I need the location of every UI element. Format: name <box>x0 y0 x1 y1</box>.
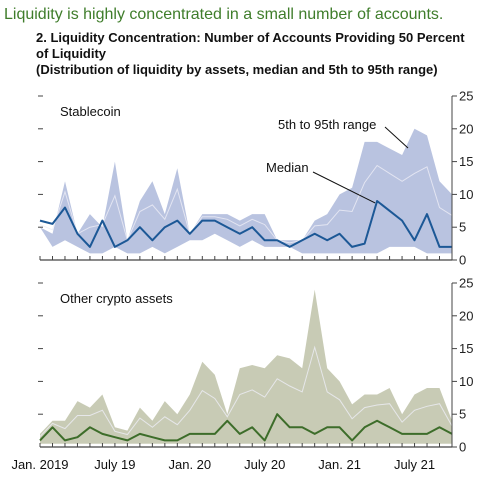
figure-title: 2. Liquidity Concentration: Number of Ac… <box>36 30 465 78</box>
annotation-range-label: 5th to 95th range <box>278 117 376 132</box>
stablecoin-y-tick-label: 0 <box>459 253 466 268</box>
other-crypto-y-tick-label: 5 <box>459 407 466 422</box>
other-crypto-range-band <box>40 289 452 444</box>
other-crypto-y-tick-label: 25 <box>459 276 473 291</box>
other-crypto-median-line <box>39 413 453 442</box>
x-tick-label: July 19 <box>94 457 135 472</box>
other-crypto-panel-title: Other crypto assets <box>60 291 173 306</box>
x-tick-label: Jan. 21 <box>318 457 361 472</box>
figure-title-line2: of Liquidity <box>36 46 107 61</box>
x-tick-label: July 20 <box>244 457 285 472</box>
other-crypto-y-tick-label: 15 <box>459 341 473 356</box>
stablecoin-y-tick-label: 5 <box>459 220 466 235</box>
stablecoin-band-inner-line <box>39 164 453 244</box>
stablecoin-y-tick-label: 15 <box>459 154 473 169</box>
other-crypto-y-tick-label: 20 <box>459 308 473 323</box>
headline: Liquidity is highly concentrated in a sm… <box>4 6 444 23</box>
x-tick-label: July 21 <box>394 457 435 472</box>
stablecoin-panel-title: Stablecoin <box>60 104 121 119</box>
annotation-median-label: Median <box>266 160 309 175</box>
annotation-range-leader <box>384 126 409 149</box>
x-tick-label: Jan. 2019 <box>11 457 68 472</box>
figure-title-line3: (Distribution of liquidity by assets, me… <box>36 62 438 77</box>
x-tick-label: Jan. 20 <box>168 457 211 472</box>
stablecoin-median-line <box>39 200 452 248</box>
other-crypto-y-tick-label: 0 <box>459 440 466 455</box>
stablecoin-y-tick-label: 20 <box>459 121 473 136</box>
stablecoin-y-tick-label: 25 <box>459 89 473 104</box>
figure-title-line1: 2. Liquidity Concentration: Number of Ac… <box>36 30 465 45</box>
other-crypto-band-inner-line <box>39 345 453 437</box>
stablecoin-y-tick-label: 10 <box>459 187 473 202</box>
stablecoin-range-band <box>40 128 452 254</box>
annotation-median-leader <box>312 171 376 204</box>
other-crypto-y-tick-label: 10 <box>459 374 473 389</box>
